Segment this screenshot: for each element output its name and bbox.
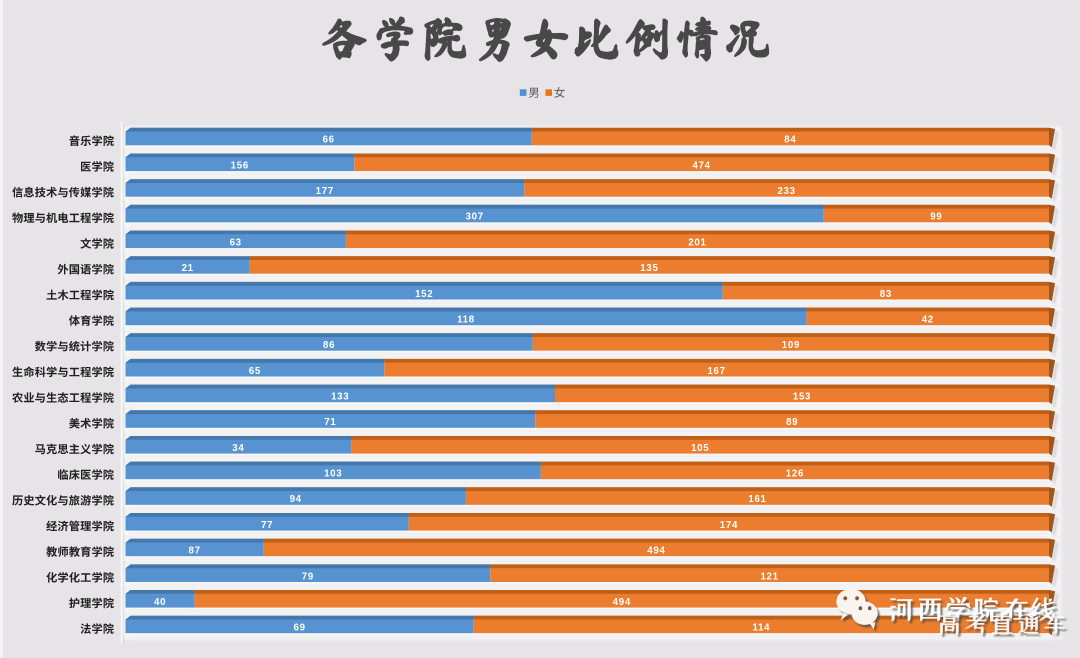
- svg-text:167: 167: [707, 366, 725, 377]
- svg-text:83: 83: [880, 289, 892, 300]
- svg-text:66: 66: [323, 135, 335, 146]
- svg-text:152: 152: [415, 289, 433, 300]
- svg-text:34: 34: [232, 443, 244, 454]
- svg-text:87: 87: [189, 546, 201, 557]
- svg-text:77: 77: [261, 520, 273, 531]
- svg-text:63: 63: [230, 237, 242, 248]
- svg-text:105: 105: [691, 443, 709, 454]
- svg-text:89: 89: [786, 417, 798, 428]
- svg-text:42: 42: [922, 315, 934, 326]
- svg-text:177: 177: [316, 186, 334, 197]
- svg-text:156: 156: [231, 160, 249, 171]
- svg-text:86: 86: [323, 340, 335, 351]
- svg-text:69: 69: [294, 623, 306, 634]
- svg-text:79: 79: [302, 571, 314, 582]
- svg-text:201: 201: [688, 237, 706, 248]
- svg-text:474: 474: [692, 160, 710, 171]
- svg-text:494: 494: [647, 546, 665, 557]
- svg-text:40: 40: [154, 597, 166, 608]
- svg-text:103: 103: [324, 469, 342, 480]
- svg-text:71: 71: [324, 417, 336, 428]
- svg-text:494: 494: [613, 597, 631, 608]
- svg-text:233: 233: [777, 186, 795, 197]
- svg-text:133: 133: [331, 392, 349, 403]
- svg-text:135: 135: [640, 263, 658, 274]
- svg-text:174: 174: [720, 520, 738, 531]
- svg-text:114: 114: [753, 623, 771, 634]
- svg-text:94: 94: [290, 494, 302, 505]
- svg-text:161: 161: [748, 494, 766, 505]
- svg-text:21: 21: [182, 263, 194, 274]
- svg-text:153: 153: [793, 392, 811, 403]
- svg-text:99: 99: [930, 212, 942, 223]
- svg-text:65: 65: [249, 366, 261, 377]
- svg-text:84: 84: [784, 135, 796, 146]
- svg-text:126: 126: [786, 469, 804, 480]
- svg-text:121: 121: [760, 571, 778, 582]
- svg-text:307: 307: [466, 212, 484, 223]
- svg-text:118: 118: [457, 315, 475, 326]
- svg-text:109: 109: [782, 340, 800, 351]
